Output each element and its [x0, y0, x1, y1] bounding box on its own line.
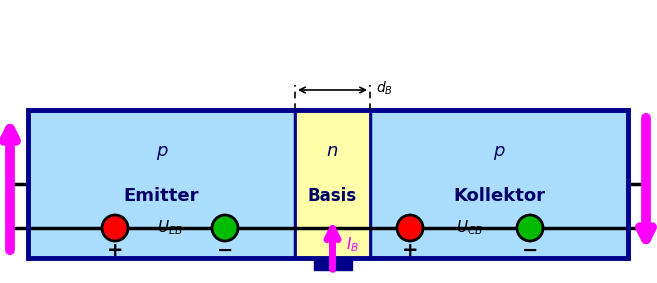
Text: $U_{CB}$: $U_{CB}$ [457, 219, 484, 237]
Text: −: − [522, 241, 538, 260]
Text: n: n [327, 142, 338, 160]
Bar [295, 110, 370, 258]
Text: −: − [217, 241, 233, 260]
Text: $d_B$: $d_B$ [376, 79, 393, 97]
Text: $U_{EB}$: $U_{EB}$ [157, 219, 183, 237]
Bar [28, 110, 295, 258]
Text: Basis: Basis [308, 187, 357, 205]
Text: +: + [401, 241, 419, 260]
Text: $I_B$: $I_B$ [346, 236, 359, 254]
Bar [313, 258, 351, 270]
Circle shape [102, 215, 128, 241]
Text: +: + [106, 241, 124, 260]
Text: p: p [156, 142, 167, 160]
Text: Kollektor: Kollektor [453, 187, 545, 205]
Circle shape [397, 215, 423, 241]
Bar [28, 110, 628, 258]
Text: p: p [493, 142, 505, 160]
Bar [370, 110, 628, 258]
Circle shape [212, 215, 238, 241]
Text: Emitter: Emitter [124, 187, 199, 205]
Circle shape [517, 215, 543, 241]
